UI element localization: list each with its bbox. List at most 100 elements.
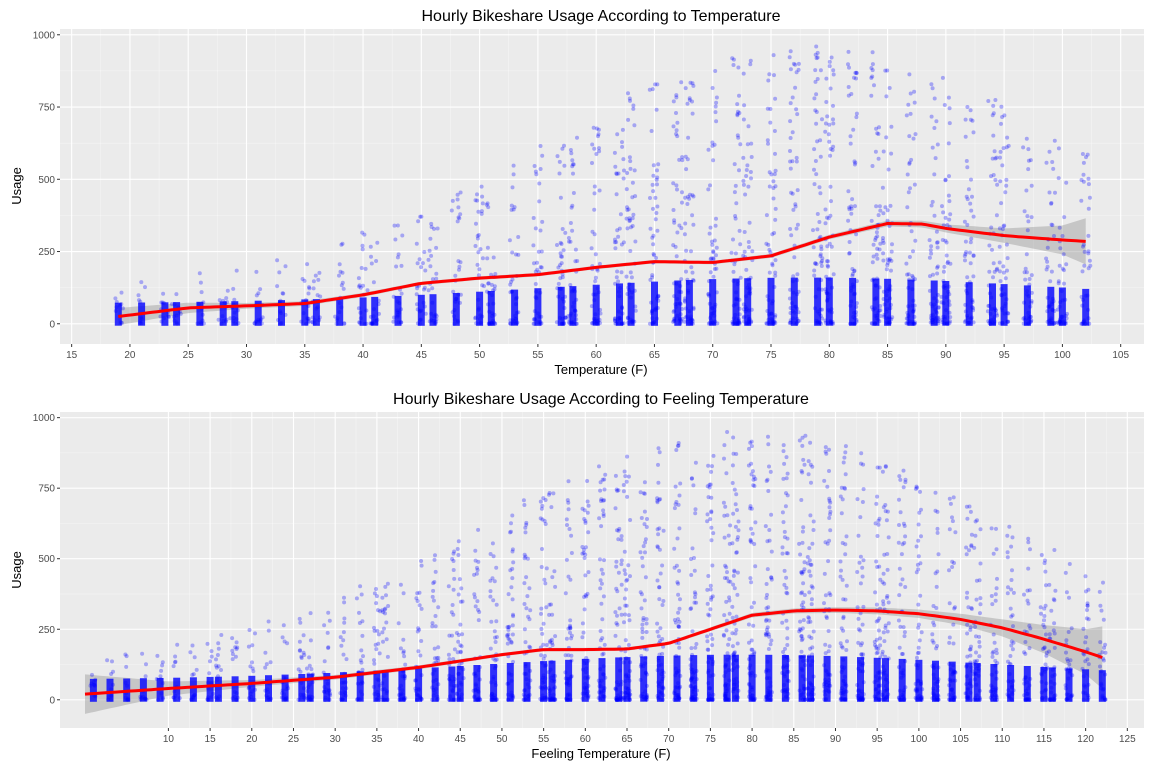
data-point (730, 56, 735, 61)
data-point (253, 631, 257, 636)
data-point (711, 274, 716, 279)
data-point (623, 474, 628, 479)
data-point (945, 259, 950, 264)
data-point (793, 204, 798, 209)
data-point (566, 507, 571, 512)
data-point (935, 271, 940, 276)
data-point (745, 163, 750, 168)
data-point (773, 270, 778, 275)
data-point (735, 133, 740, 138)
data-point (1026, 601, 1031, 606)
data-point (940, 75, 945, 80)
data-point (568, 626, 573, 631)
data-point (810, 464, 815, 469)
data-point (801, 569, 806, 574)
data-point (510, 547, 515, 552)
data-point (285, 641, 290, 646)
data-point (419, 214, 424, 219)
data-point (843, 597, 848, 602)
data-point (902, 630, 907, 635)
data-point (730, 644, 735, 649)
data-point (296, 667, 301, 672)
data-point (773, 151, 777, 156)
data-point (311, 286, 316, 291)
data-point (638, 490, 643, 495)
data-point (521, 498, 526, 503)
data-point (457, 264, 462, 269)
data-point (1081, 160, 1086, 165)
data-point (794, 226, 799, 231)
data-point (897, 474, 902, 479)
data-point (510, 513, 515, 518)
data-point (931, 640, 936, 645)
data-point (644, 647, 649, 652)
data-point (932, 623, 937, 628)
data-point (380, 630, 385, 635)
data-point (174, 292, 179, 297)
grid-lines (60, 412, 1144, 728)
data-point (595, 268, 600, 273)
x-tick-label: 35 (371, 734, 383, 745)
data-point (593, 279, 598, 284)
data-point (730, 604, 735, 609)
data-point (616, 537, 621, 542)
data-point (807, 616, 812, 621)
data-point-cluster (1023, 666, 1031, 702)
data-point-cluster (1023, 285, 1031, 326)
data-point (799, 591, 804, 596)
data-point (810, 645, 815, 650)
data-point (766, 647, 771, 651)
data-point (688, 192, 692, 197)
data-point (675, 444, 680, 448)
data-point (710, 242, 715, 247)
data-point (709, 597, 714, 602)
data-point (721, 632, 726, 637)
data-point (475, 262, 480, 267)
data-point (452, 647, 457, 652)
data-point (506, 592, 511, 597)
data-point (749, 155, 754, 159)
data-point (903, 477, 908, 482)
data-point (644, 621, 649, 626)
data-point (823, 642, 828, 647)
data-point (547, 491, 552, 495)
data-point (881, 236, 885, 240)
data-point (951, 641, 956, 646)
data-point (1101, 658, 1106, 663)
data-point (594, 152, 599, 156)
data-point (945, 223, 950, 227)
data-point (907, 72, 912, 77)
data-point-cluster (1065, 668, 1073, 702)
data-point (1062, 281, 1066, 286)
data-point (847, 251, 852, 256)
data-point (1067, 595, 1071, 600)
data-point (616, 528, 621, 533)
data-point (567, 239, 571, 244)
data-point (401, 650, 406, 655)
data-point (362, 232, 367, 237)
data-point (511, 612, 515, 617)
data-point (713, 69, 718, 73)
data-point (472, 595, 477, 600)
x-tick-label: 30 (330, 734, 342, 745)
data-point (731, 57, 736, 62)
data-point (915, 485, 919, 490)
data-point (1043, 632, 1048, 637)
data-point (992, 269, 997, 274)
data-point (1009, 643, 1014, 648)
data-point (749, 638, 754, 643)
data-point (360, 633, 365, 638)
data-point (851, 127, 856, 132)
data-point (902, 634, 907, 639)
data-point (344, 657, 349, 662)
data-point (886, 600, 891, 605)
data-point (773, 273, 778, 278)
y-tick-label: 250 (38, 625, 55, 636)
data-point (883, 509, 888, 514)
data-point (522, 556, 527, 561)
data-point (615, 528, 619, 533)
data-point (987, 243, 992, 248)
data-point (764, 617, 769, 622)
data-point (788, 49, 793, 54)
data-point (1083, 659, 1088, 664)
